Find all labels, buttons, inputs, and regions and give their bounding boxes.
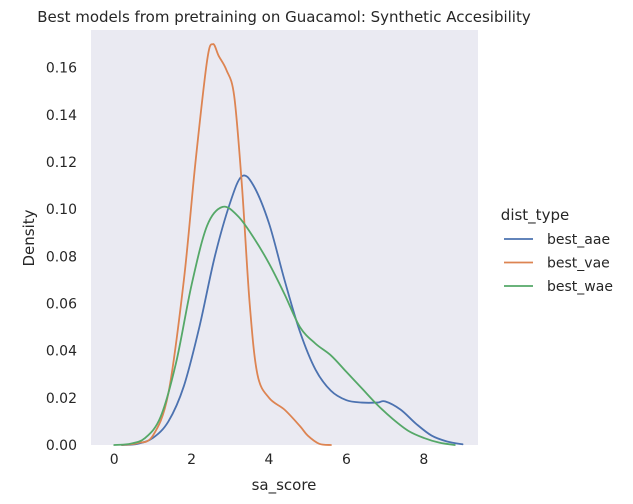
x-tick-label: 0 (110, 452, 119, 468)
series-line-best-aae (121, 174, 464, 446)
plot-area (91, 30, 478, 445)
legend-label-best-vae: best_vae (547, 256, 610, 272)
y-axis-label: Density (20, 209, 38, 266)
y-tick-label: 0.04 (46, 344, 77, 360)
series-line-best-wae (113, 205, 456, 446)
x-tick-label: 8 (419, 452, 428, 468)
x-tick-label: 2 (187, 452, 196, 468)
x-axis-ticks: 0 2 4 6 8 (110, 452, 429, 468)
y-axis-ticks: 0.00 0.02 0.04 0.06 0.08 0.10 0.12 0.14 0.16 (46, 61, 77, 454)
y-tick-label: 0.10 (46, 202, 77, 218)
chart-title: Best models from pretraining on Guacamol… (37, 8, 531, 26)
x-axis-label: sa_score (252, 476, 317, 495)
legend-title: dist_type (501, 206, 569, 225)
series-curves (113, 43, 464, 446)
series-line-best-vae (121, 43, 332, 446)
y-tick-label: 0.00 (46, 438, 77, 454)
y-tick-label: 0.12 (46, 155, 77, 171)
x-tick-label: 6 (342, 452, 351, 468)
y-tick-label: 0.14 (46, 108, 77, 124)
y-tick-label: 0.08 (46, 249, 77, 265)
y-tick-label: 0.16 (46, 61, 77, 77)
legend-label-best-wae: best_wae (547, 279, 613, 295)
y-tick-label: 0.06 (46, 297, 77, 313)
y-tick-label: 0.02 (46, 391, 77, 407)
legend: dist_type best_aae best_vae best_wae (501, 206, 613, 295)
legend-label-best-aae: best_aae (547, 232, 610, 248)
x-tick-label: 4 (265, 452, 274, 468)
